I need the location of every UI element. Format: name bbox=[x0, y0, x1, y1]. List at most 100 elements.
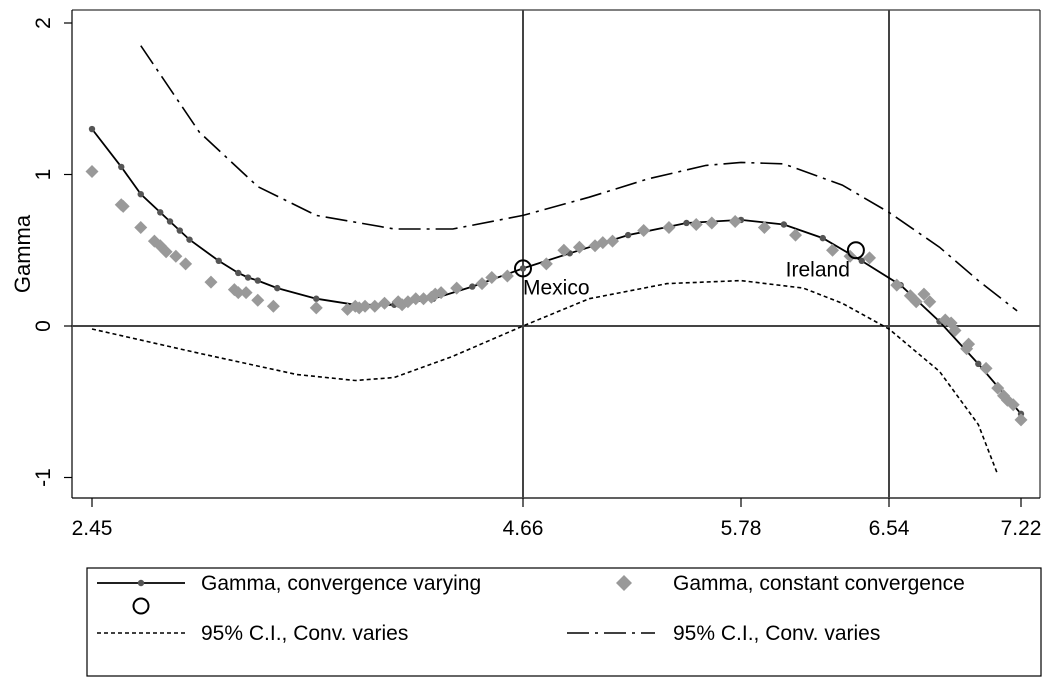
data-point-diamond bbox=[909, 295, 923, 309]
legend-item-gamma-constant: Gamma, constant convergence bbox=[616, 572, 965, 595]
data-point-diamond bbox=[179, 257, 193, 271]
data-point-diamond bbox=[917, 287, 931, 301]
data-point-diamond bbox=[637, 224, 651, 238]
data-point-diamond bbox=[923, 295, 937, 309]
data-point bbox=[624, 231, 632, 239]
legend-label: Gamma, constant convergence bbox=[673, 572, 965, 595]
data-point bbox=[118, 163, 125, 171]
y-tick-label: 2 bbox=[32, 17, 55, 29]
data-point-diamond bbox=[409, 292, 423, 306]
y-tick-label: -1 bbox=[32, 468, 55, 487]
data-point-diamond bbox=[948, 324, 962, 338]
data-point bbox=[819, 234, 826, 242]
series-line-ci-dashed bbox=[91, 279, 999, 475]
y-axis-ticks: -1 0 1 2 bbox=[32, 17, 72, 487]
data-point-diamond bbox=[378, 296, 392, 310]
data-point-diamond bbox=[1006, 398, 1020, 412]
legend-dot-swatch bbox=[137, 579, 145, 587]
data-point-diamond bbox=[475, 277, 489, 291]
x-axis-ticks: 2.45 4.66 5.78 6.54 7.22 bbox=[72, 498, 1042, 540]
data-point bbox=[166, 218, 174, 225]
data-point bbox=[157, 209, 164, 216]
data-point bbox=[780, 221, 788, 228]
annotations: Mexico Ireland bbox=[514, 241, 865, 299]
data-point-diamond bbox=[596, 236, 610, 250]
data-point-diamond bbox=[689, 217, 703, 231]
y-axis-title: Gamma bbox=[10, 214, 35, 293]
legend-item-ci-dashed: 95% C.I., Conv. varies bbox=[97, 622, 408, 645]
legend-item-gamma-varying: Gamma, convergence varying bbox=[97, 572, 481, 595]
data-point-diamond bbox=[1014, 413, 1028, 427]
data-point bbox=[975, 360, 982, 368]
series-1 bbox=[85, 164, 1028, 427]
data-point-diamond bbox=[239, 286, 253, 300]
data-point-diamond bbox=[358, 299, 372, 313]
data-point bbox=[215, 257, 222, 265]
series-3 bbox=[140, 45, 1018, 312]
data-point-diamond bbox=[116, 199, 130, 213]
data-point bbox=[137, 190, 144, 198]
annotation-marker bbox=[846, 241, 865, 260]
data-point-diamond bbox=[539, 257, 553, 271]
series-2 bbox=[91, 279, 999, 475]
data-point bbox=[519, 265, 527, 272]
data-point-diamond bbox=[863, 251, 877, 265]
annotation-label: Mexico bbox=[523, 276, 590, 299]
data-point-diamond bbox=[728, 214, 742, 228]
data-point-diamond bbox=[890, 278, 904, 292]
data-point-diamond bbox=[309, 301, 323, 315]
data-point bbox=[235, 269, 242, 277]
data-point-diamond bbox=[434, 286, 448, 300]
legend-label: 95% C.I., Conv. varies bbox=[673, 622, 880, 645]
legend-label: 95% C.I., Conv. varies bbox=[201, 622, 408, 645]
annotation-label: Ireland bbox=[786, 258, 850, 281]
data-point-diamond bbox=[266, 299, 280, 313]
data-point-diamond bbox=[134, 221, 148, 235]
data-point-diamond bbox=[231, 286, 245, 300]
data-point bbox=[186, 236, 193, 243]
data-point-diamond bbox=[485, 271, 499, 285]
data-point bbox=[313, 295, 320, 302]
data-point bbox=[244, 274, 252, 281]
data-point-diamond bbox=[159, 245, 173, 259]
data-point-diamond bbox=[705, 216, 719, 230]
x-tick-label: 7.22 bbox=[1001, 517, 1042, 540]
reference-lines bbox=[72, 10, 1040, 498]
series-line-ci-dashdot bbox=[140, 45, 1018, 312]
data-point-diamond bbox=[662, 221, 676, 235]
data-point-diamond bbox=[789, 228, 803, 242]
data-point bbox=[858, 257, 865, 265]
legend-hollow-circle-swatch bbox=[132, 597, 150, 615]
data-point-diamond bbox=[757, 221, 771, 235]
data-point bbox=[88, 125, 96, 133]
data-point-diamond bbox=[204, 275, 218, 289]
data-point-diamond bbox=[557, 243, 571, 257]
y-tick-label: 0 bbox=[32, 320, 55, 332]
data-point-diamond bbox=[169, 249, 183, 263]
data-point-diamond bbox=[251, 293, 265, 307]
x-tick-label: 5.78 bbox=[721, 517, 762, 540]
data-point-diamond bbox=[500, 269, 514, 283]
legend: Gamma, convergence varying Gamma, consta… bbox=[86, 567, 1042, 677]
annotation-marker bbox=[514, 259, 532, 278]
x-tick-label: 6.54 bbox=[869, 517, 910, 540]
data-point-diamond bbox=[572, 240, 586, 254]
data-point-diamond bbox=[368, 299, 382, 313]
legend-item-circle bbox=[132, 597, 150, 615]
data-point-diamond bbox=[826, 243, 840, 257]
series-layer bbox=[85, 45, 1028, 475]
data-point bbox=[176, 227, 183, 234]
data-point-diamond bbox=[962, 337, 976, 351]
data-point-diamond bbox=[991, 381, 1005, 395]
x-tick-label: 2.45 bbox=[72, 517, 113, 540]
y-tick-label: 1 bbox=[32, 169, 55, 181]
data-point-diamond bbox=[606, 234, 620, 248]
data-point-diamond bbox=[85, 164, 99, 178]
data-point bbox=[469, 283, 476, 290]
data-point bbox=[274, 284, 281, 292]
data-point bbox=[683, 219, 690, 227]
x-tick-label: 4.66 bbox=[503, 517, 544, 540]
legend-item-ci-dashdot: 95% C.I., Conv. varies bbox=[567, 622, 880, 645]
